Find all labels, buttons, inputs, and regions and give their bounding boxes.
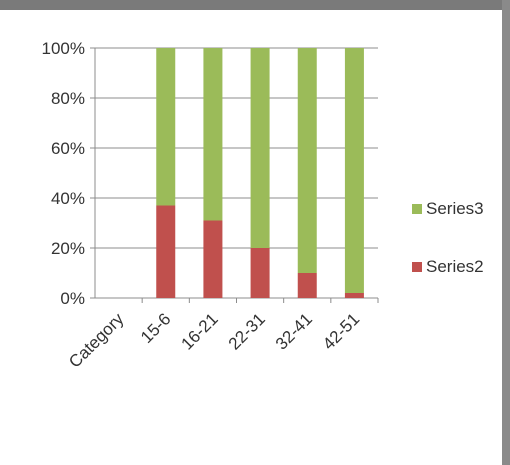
legend-swatch-series3 bbox=[412, 204, 422, 214]
bar-series3-16-21 bbox=[203, 48, 223, 221]
legend-swatch-series2 bbox=[412, 262, 422, 272]
y-tick-label: 60% bbox=[51, 139, 85, 158]
bar-series2-32-41 bbox=[297, 273, 317, 298]
y-tick-label: 0% bbox=[60, 289, 85, 308]
frame-top-border bbox=[0, 0, 510, 10]
y-tick-label: 100% bbox=[42, 39, 85, 58]
x-category-label: 22-31 bbox=[225, 309, 269, 353]
x-category-label: 42-51 bbox=[319, 309, 363, 353]
y-tick-label: 20% bbox=[51, 239, 85, 258]
bar-series3-32-41 bbox=[297, 48, 317, 273]
bar-series2-42-51 bbox=[344, 293, 364, 298]
y-tick-label: 80% bbox=[51, 89, 85, 108]
y-tick-label: 40% bbox=[51, 189, 85, 208]
legend-label-series2: Series2 bbox=[426, 257, 484, 276]
bar-series2-22-31 bbox=[250, 248, 270, 298]
frame-right-border bbox=[502, 0, 510, 465]
x-category-label: 16-21 bbox=[178, 309, 222, 353]
x-category-label: 15-6 bbox=[137, 309, 174, 346]
bar-series3-22-31 bbox=[250, 48, 270, 248]
bar-series2-16-21 bbox=[203, 220, 223, 298]
bar-series2-15-6 bbox=[156, 205, 176, 298]
bar-series3-15-6 bbox=[156, 48, 176, 206]
bar-series3-42-51 bbox=[344, 48, 364, 293]
x-category-label: 32-41 bbox=[272, 309, 316, 353]
legend-label-series3: Series3 bbox=[426, 199, 484, 218]
x-category-label: Category bbox=[65, 309, 128, 372]
